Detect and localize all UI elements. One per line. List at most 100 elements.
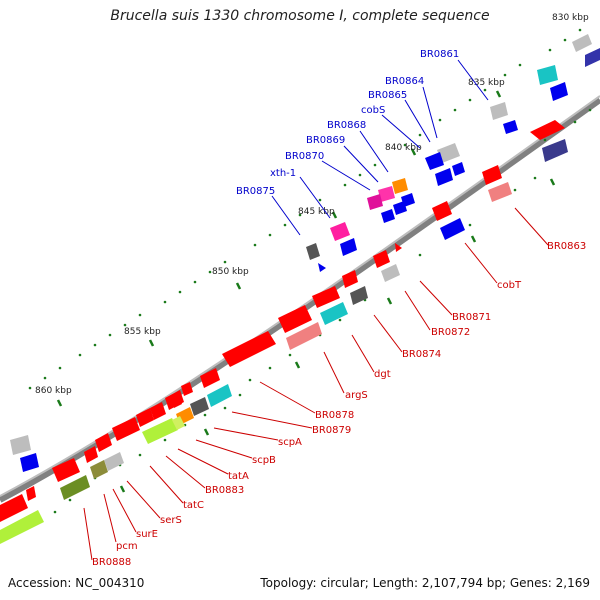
gene-label[interactable]: BR0869 [306, 135, 345, 146]
gene-block [222, 331, 276, 367]
inner-strand-genes [0, 120, 568, 544]
gene-block [342, 270, 358, 288]
gene-block [490, 102, 508, 120]
gene-block [367, 194, 383, 210]
gene-label[interactable]: cobS [361, 105, 385, 116]
tick-label-840: 840 kbp [385, 143, 422, 153]
tick-major-marks [56, 41, 582, 407]
tick-label-830: 830 kbp [552, 13, 589, 23]
gene-block [437, 143, 460, 163]
gene-label[interactable]: BR0878 [315, 410, 354, 421]
gene-block [52, 458, 80, 482]
gene-label[interactable]: BR0870 [285, 151, 324, 162]
map-title: Brucella suis 1330 chromosome I, complet… [110, 8, 490, 24]
bottom-gene-labels: BR0863 cobT BR0871 BR0872 BR0874 dgt arg… [92, 241, 586, 568]
gene-block [104, 452, 124, 471]
gene-block [530, 120, 565, 140]
gene-label[interactable]: dgt [374, 369, 391, 380]
tick-label-860: 860 kbp [35, 386, 72, 396]
gene-block [572, 34, 592, 52]
gene-block [542, 139, 568, 162]
tick-dots [28, 28, 582, 390]
gene-block [312, 286, 340, 308]
gene-block [503, 120, 518, 134]
gene-label[interactable]: BR0864 [385, 76, 424, 87]
gene-block [585, 48, 600, 67]
topology-summary: Topology: circular; Length: 2,107,794 bp… [260, 576, 590, 590]
gene-block [306, 243, 320, 260]
gene-block [425, 152, 444, 170]
gene-label[interactable]: BR0863 [547, 241, 586, 252]
tick-label-850: 850 kbp [212, 267, 249, 277]
gene-block [207, 384, 232, 407]
gene-label[interactable]: BR0883 [205, 485, 244, 496]
gene-block [190, 397, 209, 416]
gene-block [318, 263, 326, 272]
gene-block [392, 178, 408, 194]
gene-label[interactable]: BR0872 [431, 327, 470, 338]
gene-label[interactable]: scpA [278, 437, 302, 448]
gene-block [150, 402, 166, 420]
gene-label[interactable]: tatC [183, 500, 204, 511]
gene-block [181, 382, 193, 396]
tick-label-855: 855 kbp [124, 327, 161, 337]
gene-block [401, 193, 415, 207]
gene-label[interactable]: BR0871 [452, 312, 491, 323]
accession-text: Accession: NC_004310 [8, 576, 145, 590]
outer-strand-genes [10, 34, 600, 472]
gene-block [170, 394, 182, 408]
gene-block [112, 417, 140, 441]
gene-block [488, 182, 512, 202]
gene-label[interactable]: surE [136, 529, 158, 540]
gene-label[interactable]: BR0879 [312, 425, 351, 436]
gene-block [381, 264, 400, 282]
gene-block [537, 65, 558, 85]
gene-block [142, 418, 178, 444]
gene-block [432, 201, 452, 221]
gene-label[interactable]: xth-1 [270, 168, 296, 179]
gene-block [278, 305, 312, 333]
gene-label[interactable]: BR0874 [402, 349, 441, 360]
bottom-leader-lines [83, 207, 549, 561]
gene-block [95, 433, 112, 452]
gene-block [0, 494, 28, 522]
gene-block [373, 250, 390, 268]
gene-label[interactable]: argS [345, 390, 368, 401]
top-gene-labels: BR0861 BR0864 BR0865 cobS BR0868 BR0869 … [236, 49, 459, 197]
gene-block [172, 416, 185, 430]
inner-major-marks [119, 178, 556, 493]
gene-label[interactable]: BR0875 [236, 186, 275, 197]
gene-label[interactable]: BR0868 [327, 120, 366, 131]
gene-block [340, 238, 357, 256]
tick-label-835: 835 kbp [468, 78, 505, 88]
gene-label[interactable]: pcm [116, 541, 138, 552]
gene-block [84, 446, 98, 463]
gene-label[interactable]: BR0888 [92, 557, 131, 568]
gene-block [381, 209, 395, 223]
gene-block [550, 82, 568, 101]
gene-block [136, 408, 154, 427]
gene-label[interactable]: BR0861 [420, 49, 459, 60]
gene-block [200, 368, 220, 388]
gene-label[interactable]: serS [160, 515, 182, 526]
gene-label[interactable]: tatA [228, 471, 249, 482]
gene-label[interactable]: scpB [252, 455, 276, 466]
gene-block [286, 322, 322, 350]
gene-block [452, 162, 465, 176]
gene-block [440, 218, 465, 240]
gene-block [435, 168, 453, 186]
gene-block [60, 475, 90, 500]
inner-tick-dots [53, 108, 592, 514]
gene-block [90, 460, 108, 479]
gene-label[interactable]: cobT [497, 280, 522, 291]
gene-block [378, 186, 395, 202]
gene-block [482, 165, 502, 185]
gene-block [350, 286, 368, 305]
top-leader-lines [271, 59, 489, 236]
gene-block [320, 302, 348, 325]
gene-block [20, 453, 39, 472]
gene-block [330, 222, 350, 241]
gene-label[interactable]: BR0865 [368, 90, 407, 101]
gene-block [0, 510, 44, 544]
